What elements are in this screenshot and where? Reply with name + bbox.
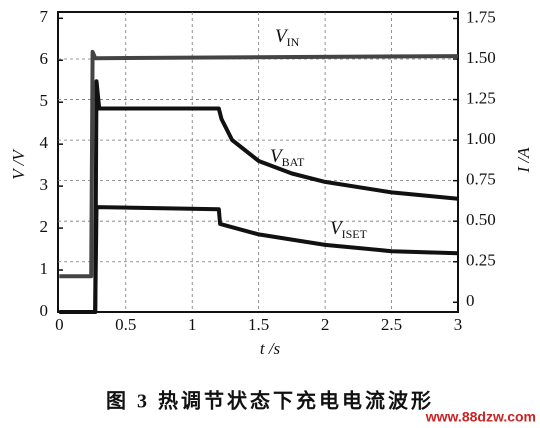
series-line [59,79,459,314]
series-line [59,49,459,279]
x-tick-label: 1.5 [248,315,269,334]
series-label: VBAT [270,146,305,168]
y-tick-label: 1 [40,259,49,278]
y-tick-label: 7 [40,7,49,26]
y2-tick-label: 0 [466,291,475,310]
x-tick-label: 2 [321,315,330,334]
y2-tick-label: 1.00 [466,129,496,148]
y-axis-label: V /V [9,148,28,180]
y-tick-label: 3 [40,175,49,194]
x-tick-label: 0.5 [115,315,136,334]
y2-tick-label: 0.25 [466,251,496,270]
y-tick-label: 0 [40,301,49,320]
x-axis-label: t /s [260,339,281,358]
y2-tick-label: 1.50 [466,48,496,67]
y2-tick-label: 0.50 [466,210,496,229]
y-tick-label: 6 [40,49,49,68]
series-label: VIN [275,26,300,48]
watermark: www.88dzw.com [425,409,536,425]
y-tick-label: 2 [40,217,49,236]
series-label: VISET [330,218,368,240]
y-tick-label: 5 [40,91,49,110]
y-tick-label: 4 [40,133,49,152]
y2-tick-label: 1.25 [466,88,496,107]
x-tick-label: 0 [55,315,64,334]
x-tick-label: 2.5 [381,315,402,334]
y2-tick-label: 1.75 [466,7,496,26]
plot-frame [57,11,459,313]
y2-axis-label: I /A [514,147,533,174]
y2-tick-label: 0.75 [466,170,496,189]
series-line [59,205,459,314]
x-tick-label: 1 [188,315,197,334]
caption: 图 3 热调节状态下充电电流波形 [106,389,434,413]
x-tick-label: 3 [454,315,463,334]
